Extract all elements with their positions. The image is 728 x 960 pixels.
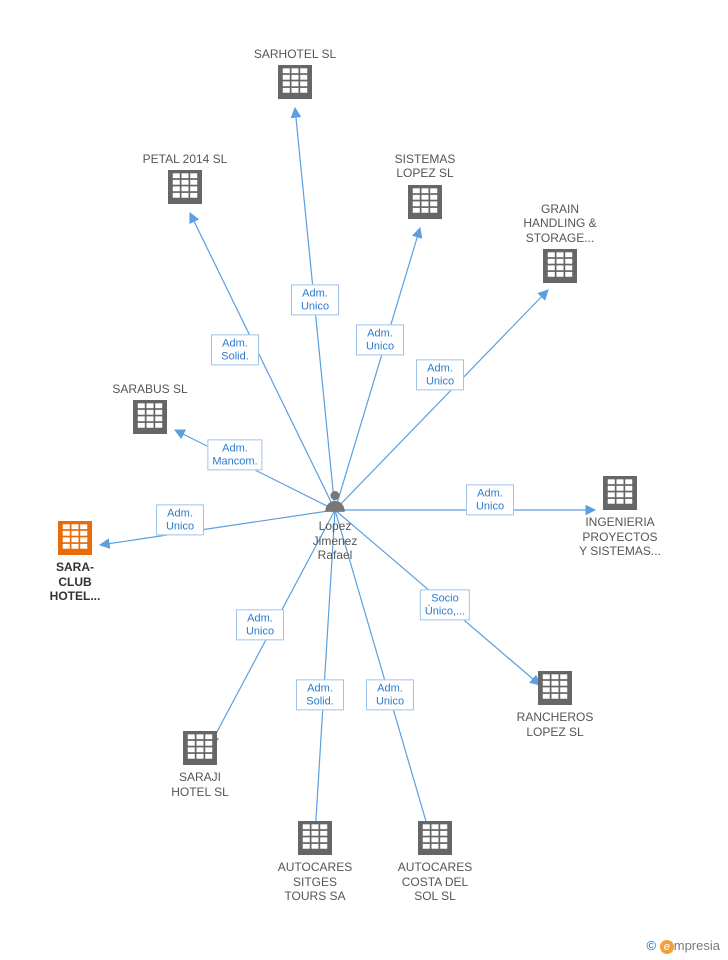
building-icon: [133, 400, 167, 437]
company-node[interactable]: SARAJI HOTEL SL: [140, 731, 260, 799]
company-node[interactable]: AUTOCARES SITGES TOURS SA: [255, 821, 375, 904]
company-node[interactable]: PETAL 2014 SL: [125, 150, 245, 208]
edge-label: Adm. Unico: [291, 284, 339, 315]
person-icon: [322, 488, 348, 517]
company-label: AUTOCARES COSTA DEL SOL SL: [375, 860, 495, 903]
company-label: PETAL 2014 SL: [125, 152, 245, 166]
company-label: GRAIN HANDLING & STORAGE...: [500, 202, 620, 245]
company-node[interactable]: AUTOCARES COSTA DEL SOL SL: [375, 821, 495, 904]
company-label: SARA- CLUB HOTEL...: [15, 560, 135, 603]
edge-label: Adm. Unico: [416, 359, 464, 390]
building-icon: [298, 821, 332, 858]
company-node[interactable]: SARHOTEL SL: [235, 45, 355, 103]
edge-label: Adm. Unico: [356, 324, 404, 355]
building-icon: [58, 521, 92, 558]
edge-line: [335, 290, 548, 510]
company-node[interactable]: SISTEMAS LOPEZ SL: [365, 150, 485, 222]
copyright: © empresia: [647, 938, 720, 954]
brand-logo-icon: e: [660, 940, 674, 954]
edge-label: Adm. Unico: [236, 609, 284, 640]
company-node[interactable]: INGENIERIA PROYECTOS Y SISTEMAS...: [560, 476, 680, 559]
edge-label: Adm. Solid.: [296, 679, 344, 710]
company-label: SARABUS SL: [90, 382, 210, 396]
edge-label: Adm. Mancom.: [207, 439, 262, 470]
brand-name: mpresia: [674, 938, 720, 953]
company-node[interactable]: GRAIN HANDLING & STORAGE...: [500, 200, 620, 287]
building-icon: [183, 731, 217, 768]
company-label: SARAJI HOTEL SL: [140, 770, 260, 799]
building-icon: [538, 671, 572, 708]
building-icon: [408, 185, 442, 222]
building-icon: [543, 249, 577, 286]
company-label: RANCHEROS LOPEZ SL: [495, 710, 615, 739]
company-label: SISTEMAS LOPEZ SL: [365, 152, 485, 181]
edge-label: Socio Único,...: [420, 589, 470, 620]
building-icon: [278, 65, 312, 102]
company-label: AUTOCARES SITGES TOURS SA: [255, 860, 375, 903]
company-label: SARHOTEL SL: [235, 47, 355, 61]
center-label: Lopez Jimenez Rafael: [275, 519, 395, 562]
edge-label: Adm. Unico: [466, 484, 514, 515]
edge-line: [335, 228, 420, 510]
building-icon: [418, 821, 452, 858]
building-icon: [603, 476, 637, 513]
company-label: INGENIERIA PROYECTOS Y SISTEMAS...: [560, 515, 680, 558]
company-node[interactable]: RANCHEROS LOPEZ SL: [495, 671, 615, 739]
edge-label: Adm. Unico: [156, 504, 204, 535]
edge-label: Adm. Solid.: [211, 334, 259, 365]
building-icon: [168, 170, 202, 207]
company-node[interactable]: SARA- CLUB HOTEL...: [15, 521, 135, 604]
copyright-symbol: ©: [647, 938, 657, 953]
center-person-node[interactable]: Lopez Jimenez Rafael: [275, 488, 395, 563]
company-node[interactable]: SARABUS SL: [90, 380, 210, 438]
edge-label: Adm. Unico: [366, 679, 414, 710]
